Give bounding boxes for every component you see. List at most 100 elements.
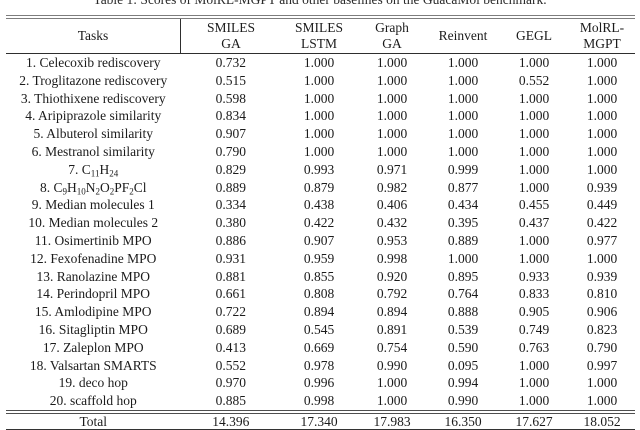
value-cell: 0.432 [376, 215, 408, 231]
value-cell: 0.939 [586, 268, 618, 284]
total-row: Total 14.396 17.340 17.983 16.350 17.627 18.05… [6, 409, 635, 430]
value-cell: 1.000 [376, 393, 408, 409]
task-cell: 17. Zaleplon MPO [42, 339, 144, 355]
value-cell: 1.000 [376, 72, 408, 88]
value-cell: 17.627 [499, 409, 569, 430]
table-row: 6. Mestranol similarity 0.790 1.000 1.000 1.… [6, 143, 635, 161]
value-cell: 0.906 [586, 304, 618, 320]
value-cell: 0.990 [376, 357, 408, 373]
value-cell: 0.978 [303, 357, 335, 373]
value-cell: 1.000 [447, 108, 479, 124]
task-cell: 16. Sitagliptin MPO [38, 321, 148, 337]
column-header-tasks: Tasks [6, 15, 181, 54]
table-row: 7. C11H24 0.829 0.993 0.971 0.999 1.000 1.000 [6, 161, 635, 179]
value-cell: 1.000 [376, 143, 408, 159]
value-cell: 0.829 [215, 161, 246, 177]
value-cell: 0.823 [586, 321, 618, 337]
task-cell: 5. Albuterol similarity [33, 126, 154, 142]
value-cell: 1.000 [303, 55, 335, 70]
value-cell: 0.905 [518, 304, 550, 320]
table-row: 20. scaffold hop 0.885 0.998 1.000 0.990 1.00… [6, 392, 635, 412]
results-table: Tasks SMILES GA SMILES LSTM Graph GA Reinvent GE… [6, 15, 635, 430]
value-cell: 1.000 [518, 250, 550, 266]
value-cell: 0.998 [376, 250, 408, 266]
task-cell: 3. Thiothixene rediscovery [20, 90, 166, 106]
value-cell: 0.539 [447, 321, 479, 337]
table-row: 11. Osimertinib MPO 0.886 0.907 0.953 0.889 1… [6, 232, 635, 250]
value-cell: 0.931 [215, 250, 246, 266]
value-cell: 0.997 [586, 357, 618, 373]
value-cell: 0.886 [215, 232, 246, 248]
value-cell: 0.749 [518, 321, 550, 337]
value-cell: 0.455 [518, 197, 550, 213]
value-cell: 1.000 [518, 161, 550, 177]
column-header-molrl-mgpt: MolRL- MGPT [569, 15, 635, 54]
value-cell: 17.340 [281, 409, 357, 430]
value-cell: 1.000 [447, 250, 479, 266]
task-cell: 13. Ranolazine MPO [36, 268, 151, 284]
value-cell: 0.438 [303, 197, 335, 213]
value-cell: 1.000 [303, 108, 335, 124]
value-cell: 1.000 [586, 143, 618, 159]
value-cell: 0.689 [215, 321, 246, 337]
value-cell: 1.000 [518, 393, 550, 409]
task-cell: Total [6, 409, 181, 430]
value-cell: 0.879 [303, 179, 335, 195]
value-cell: 0.877 [447, 179, 479, 195]
value-cell: 0.515 [215, 72, 246, 88]
value-cell: 0.434 [447, 197, 479, 213]
value-cell: 0.889 [447, 232, 479, 248]
value-cell: 0.855 [303, 268, 335, 284]
value-cell: 0.834 [215, 108, 246, 124]
value-cell: 0.994 [447, 375, 479, 391]
task-cell: 6. Mestranol similarity [31, 143, 155, 159]
value-cell: 0.790 [215, 143, 246, 159]
value-cell: 0.790 [586, 339, 618, 355]
value-cell: 1.000 [376, 108, 408, 124]
value-cell: 1.000 [586, 375, 618, 391]
table-row: 15. Amlodipine MPO 0.722 0.894 0.894 0.888 0.… [6, 303, 635, 321]
value-cell: 0.661 [215, 286, 246, 302]
value-cell: 0.959 [303, 250, 335, 266]
value-cell: 1.000 [376, 90, 408, 106]
value-cell: 1.000 [586, 250, 618, 266]
column-header-graph-ga: Graph GA [357, 15, 427, 54]
value-cell: 0.982 [376, 179, 408, 195]
table-row: 3. Thiothixene rediscovery 0.598 1.000 1.00… [6, 90, 635, 108]
table-row: 8. C9H10N2O2PF2Cl 0.889 0.879 0.982 0.877 1.0… [6, 179, 635, 197]
task-cell: 1. Celecoxib rediscovery [25, 55, 161, 70]
value-cell: 0.889 [215, 179, 246, 195]
value-cell: 1.000 [586, 90, 618, 106]
table-row: 1. Celecoxib rediscovery 0.732 1.000 1.000 1… [6, 54, 635, 72]
task-cell: 12. Fexofenadine MPO [30, 250, 157, 266]
value-cell: 0.998 [303, 393, 335, 409]
task-cell: 20. scaffold hop [49, 393, 137, 409]
value-cell: 0.422 [586, 215, 618, 231]
value-cell: 0.810 [586, 286, 618, 302]
value-cell: 1.000 [518, 55, 550, 70]
value-cell: 0.999 [447, 161, 479, 177]
value-cell: 0.920 [376, 268, 408, 284]
value-cell: 0.907 [303, 232, 335, 248]
column-header-smiles-lstm: SMILES LSTM [281, 15, 357, 54]
value-cell: 1.000 [376, 55, 408, 70]
value-cell: 0.754 [376, 339, 408, 355]
task-cell: 7. C11H24 [68, 161, 119, 179]
value-cell: 0.406 [376, 197, 408, 213]
value-cell: 1.000 [447, 143, 479, 159]
value-cell: 1.000 [586, 108, 618, 124]
value-cell: 0.590 [447, 339, 479, 355]
value-cell: 1.000 [447, 126, 479, 142]
value-cell: 1.000 [586, 55, 618, 70]
value-cell: 0.545 [303, 321, 335, 337]
task-cell: 15. Amlodipine MPO [34, 304, 152, 320]
value-cell: 0.894 [303, 304, 335, 320]
value-cell: 18.052 [569, 409, 635, 430]
value-cell: 1.000 [447, 55, 479, 70]
value-cell: 1.000 [303, 126, 335, 142]
value-cell: 1.000 [518, 90, 550, 106]
value-cell: 0.422 [303, 215, 335, 231]
header-row: Tasks SMILES GA SMILES LSTM Graph GA Reinvent GE… [6, 15, 635, 54]
table-row: 14. Perindopril MPO 0.661 0.808 0.792 0.764 0… [6, 285, 635, 303]
value-cell: 0.953 [376, 232, 408, 248]
